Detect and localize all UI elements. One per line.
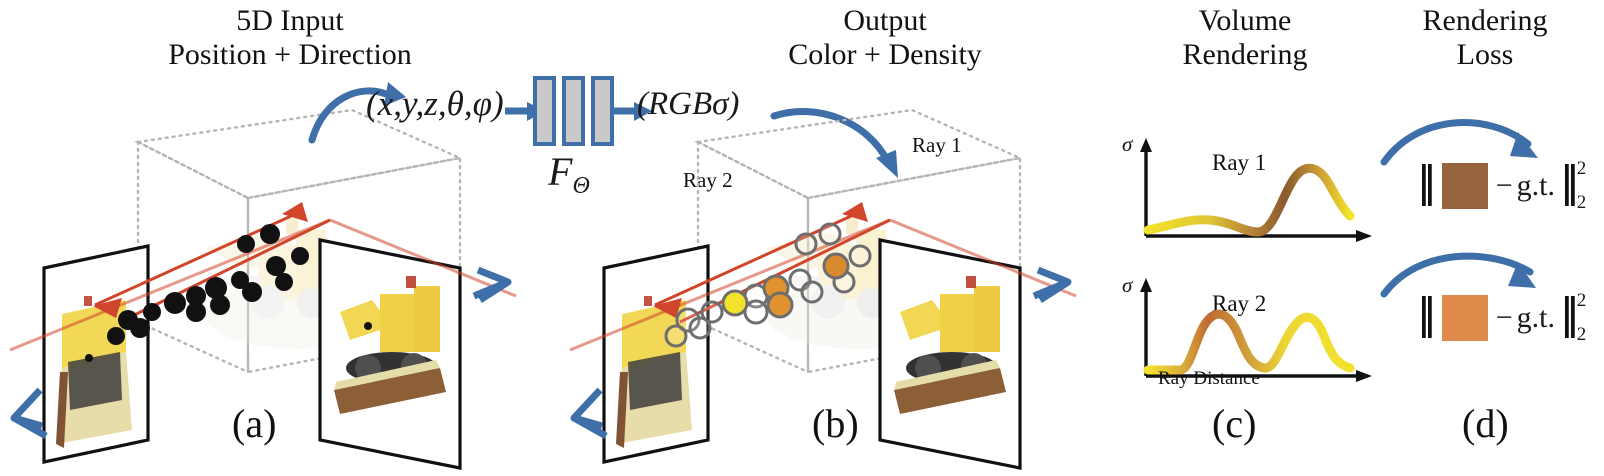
camera-frustum-icon-left-b [570, 387, 608, 440]
panel-d-title: Rendering Loss [1370, 4, 1600, 72]
panel-c-title: Volume Rendering [1105, 4, 1385, 72]
panel-a-title: 5D Input Position + Direction [60, 4, 520, 72]
caption-d: (d) [1462, 401, 1509, 446]
norm-open-bars-2: ‖ [1418, 285, 1435, 351]
arrow-loss-curve-2 [1380, 252, 1536, 298]
arrow-from-network [612, 102, 652, 121]
ray2-label: Ray 2 [683, 168, 733, 192]
arrow-loss-curve-1 [1380, 119, 1538, 166]
panel-a-scene [9, 108, 517, 470]
caption-c: (c) [1212, 401, 1257, 446]
network-label-F: F [548, 149, 573, 194]
norm-subscript-2: 2 [1576, 324, 1587, 345]
plot1-x-arrow [1356, 230, 1372, 242]
norm-open-bars-1b: ‖ [1418, 153, 1436, 219]
camera-frustum-icon-right [472, 266, 512, 303]
plot2-ray2-density [1140, 278, 1372, 382]
plot-x-axis-label: Ray Distance [1158, 368, 1260, 389]
rendered-color-swatch-ray2 [1441, 295, 1488, 341]
norm-superscript-2: 2 [1576, 290, 1587, 311]
sample-points [85, 224, 372, 362]
ray1-label: Ray 1 [912, 133, 962, 157]
panel-b-title-line2: Color + Density [788, 38, 982, 71]
plot2-y-axis-label: σ [1122, 273, 1133, 297]
ground-truth-label-1: g.t. [1516, 169, 1555, 202]
plot2-curve [1143, 309, 1355, 375]
input-vector-label: (x,y,z,θ,φ) [366, 84, 504, 123]
norm-close-bars-1: ‖ [1560, 153, 1578, 219]
mlp-layer-2 [562, 76, 585, 146]
panel-d-title-line1: Rendering [1422, 4, 1548, 37]
camera-frustum-icon-right-b [1032, 266, 1072, 303]
image-plane-right-b [878, 238, 1022, 470]
mlp-network [533, 76, 616, 151]
image-plane-left-b [602, 244, 710, 464]
norm-open-bars-1: ‖ [1418, 153, 1435, 219]
plot2-axes [1144, 286, 1362, 378]
output-vector-label: (RGBσ) [637, 86, 740, 122]
network-label-theta: Θ [572, 173, 590, 199]
rendered-color-swatch-ray1 [1441, 163, 1488, 209]
arrow-input-curve [308, 82, 406, 144]
plot1-ray1-density [1140, 138, 1372, 242]
panel-c-title-line2: Rendering [1182, 38, 1308, 71]
network-label: FΘ [548, 148, 590, 200]
sample-circles-b [664, 222, 872, 348]
plot1-curve [1143, 163, 1355, 237]
ray-arrowhead [93, 202, 308, 318]
norm-superscript-1: 2 [1576, 158, 1587, 179]
norm-close-bars-1b: ‖ [1561, 153, 1579, 219]
caption-a: (a) [232, 401, 277, 446]
ray-lines-b [569, 210, 1077, 352]
camera-frustum-icon-left [10, 387, 48, 440]
plot2-y-arrow [1140, 278, 1152, 292]
minus-sign-1: − [1495, 169, 1513, 202]
loss-expression-ray2: ‖ ‖ − g.t. ‖ ‖ 2 2 [1418, 285, 1593, 351]
plot1-label: Ray 1 [1212, 150, 1267, 175]
caption-b: (b) [812, 401, 859, 446]
mlp-layer-1 [533, 76, 556, 146]
panel-d-title-line2: Loss [1456, 38, 1514, 71]
sample-circles-filled-b [721, 252, 850, 319]
loss-expression-ray1: ‖ ‖ − g.t. ‖ ‖ 2 2 [1418, 153, 1593, 219]
arrow-output-curve [770, 108, 898, 178]
panel-a-title-line2: Position + Direction [168, 38, 412, 71]
panel-b-scene [569, 108, 1077, 470]
panel-b-title: Output Color + Density [655, 4, 1115, 72]
norm-exponents-1: 2 2 [1576, 158, 1593, 213]
ground-truth-label-2: g.t. [1516, 301, 1555, 334]
plot1-y-arrow [1140, 138, 1152, 152]
norm-close-bars-2b: ‖ [1561, 285, 1579, 351]
minus-sign-2: − [1495, 301, 1513, 334]
norm-close-bars-2: ‖ [1560, 285, 1578, 351]
panel-c-title-line1: Volume [1198, 4, 1292, 37]
norm-open-bars-2b: ‖ [1418, 285, 1436, 351]
norm-subscript-1: 2 [1576, 192, 1587, 213]
norm-exponents-2: 2 2 [1576, 290, 1593, 345]
plot1-y-axis-label: σ [1122, 132, 1133, 156]
image-plane-left [42, 244, 150, 464]
plot2-x-arrow [1356, 370, 1372, 382]
image-plane-right [318, 238, 462, 470]
panel-a-title-line1: 5D Input [236, 4, 344, 37]
panel-b-title-line1: Output [843, 4, 927, 37]
ray-arrowhead-b [653, 202, 868, 318]
